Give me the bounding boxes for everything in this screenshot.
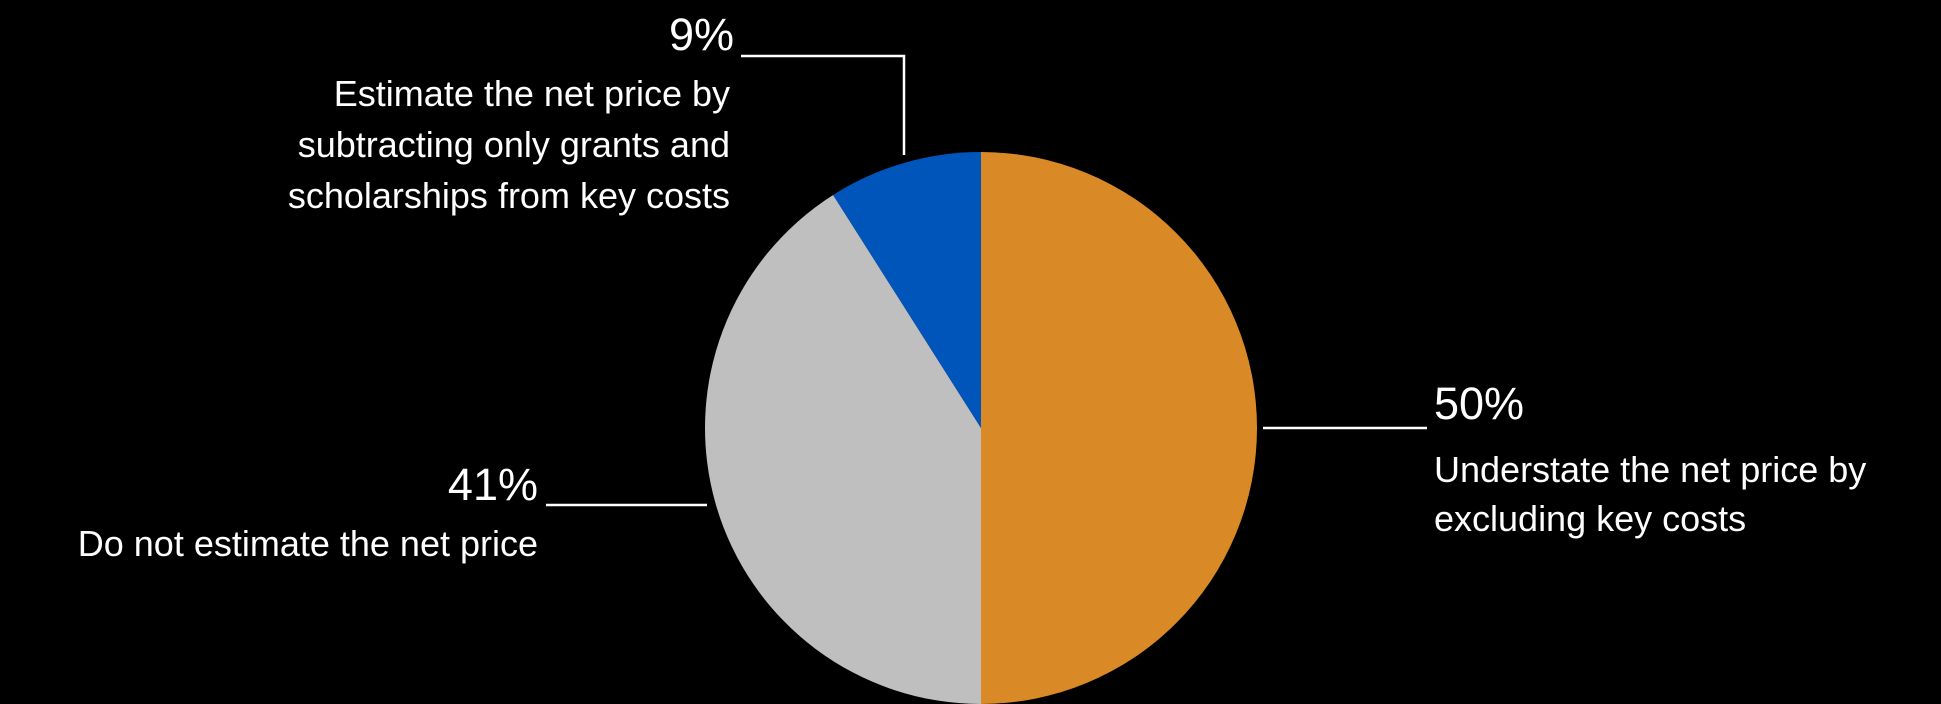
slice-label-grants-only-line-3: scholarships from key costs	[288, 175, 730, 216]
pie-slice-grants-only	[833, 152, 981, 428]
value-label-not-estimate: 41%	[448, 459, 538, 510]
slice-label-grants-only-line-2: subtracting only grants and	[298, 124, 730, 165]
slice-label-grants-only-line-1: Estimate the net price by	[334, 73, 730, 114]
pie-slices	[705, 152, 1257, 704]
leader-lines	[546, 54, 1427, 507]
slice-label-not-estimate-line-1: Do not estimate the net price	[78, 523, 538, 564]
slice-label-understate-line-1: Understate the net price by	[1434, 449, 1866, 490]
slice-label-understate-line-2: excluding key costs	[1434, 498, 1746, 539]
pie-slice-understate	[981, 152, 1257, 704]
value-label-understate: 50%	[1434, 378, 1524, 429]
leader-line-grants-only	[741, 54, 906, 155]
value-label-grants-only: 9%	[669, 9, 734, 60]
pie-slice-not-estimate	[705, 194, 981, 704]
